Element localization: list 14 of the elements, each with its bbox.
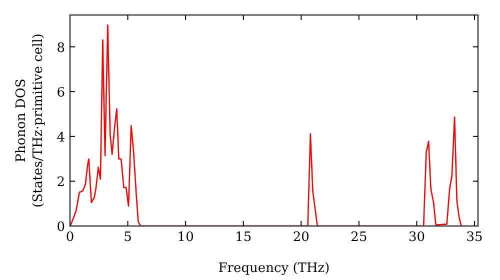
x-tick-label: 5	[124, 230, 132, 245]
x-tick-label: 15	[235, 230, 252, 245]
x-tick-label: 20	[292, 230, 310, 245]
y-tick-label: 6	[56, 86, 65, 101]
y-tick-label: 4	[56, 130, 65, 146]
y-tick-label: 8	[56, 40, 65, 56]
y-tick-label: 0	[56, 220, 65, 235]
x-tick-label: 35	[466, 230, 483, 245]
x-tick-label: 30	[408, 230, 426, 245]
x-tick-label: 10	[177, 230, 194, 245]
x-axis-title: Frequency (THz)	[218, 261, 330, 276]
y-tick-label: 2	[56, 175, 65, 190]
x-tick-label: 25	[350, 230, 368, 245]
y-axis-title: Phonon DOS (States/THz·primitive cell)	[14, 33, 46, 208]
